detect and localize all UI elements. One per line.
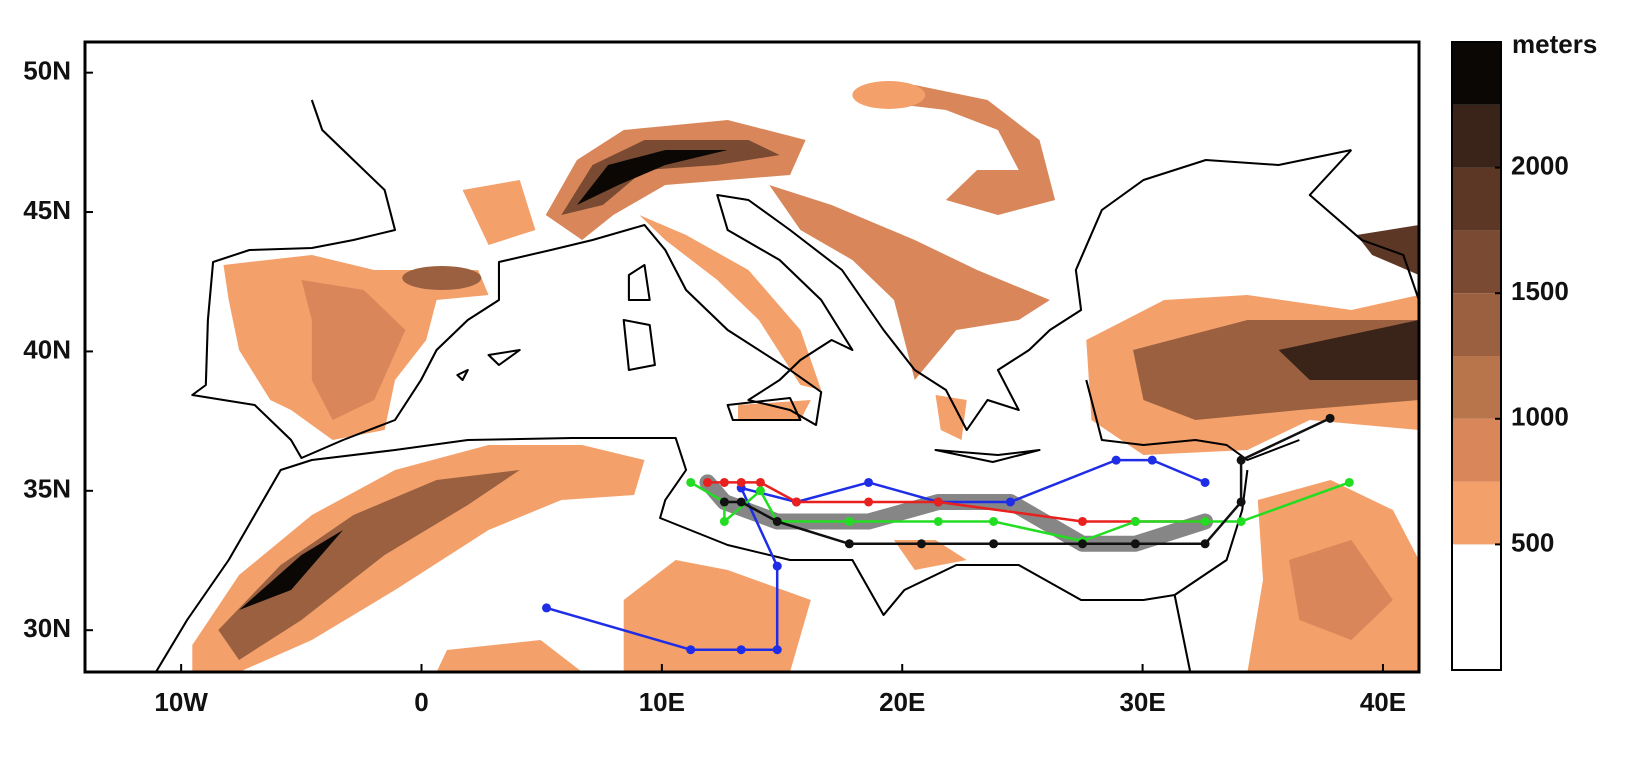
track-point xyxy=(772,645,782,655)
track-point xyxy=(772,561,782,571)
colorbar-tick-label: 1000 xyxy=(1511,402,1569,432)
mean-track-band xyxy=(699,474,1214,552)
x-tick-label: 40E xyxy=(1360,687,1406,717)
track-point xyxy=(1130,516,1140,526)
track-line xyxy=(706,481,1207,523)
x-tick-label: 10W xyxy=(154,687,208,717)
track-point xyxy=(1236,455,1246,465)
y-tick-label: 50N xyxy=(23,56,71,86)
track-point xyxy=(772,516,782,526)
track-point xyxy=(1325,413,1335,423)
track-point xyxy=(1005,497,1015,507)
colorbar-tick-label: 1500 xyxy=(1511,276,1569,306)
track-point xyxy=(1200,539,1210,549)
track-line xyxy=(723,417,1332,546)
x-tick-label: 30E xyxy=(1119,687,1165,717)
track-point xyxy=(1200,477,1210,487)
x-tick-label: 20E xyxy=(879,687,925,717)
track-point xyxy=(736,645,746,655)
track-point xyxy=(1147,455,1157,465)
track-point xyxy=(1200,516,1210,526)
track-point xyxy=(719,477,729,487)
track-point xyxy=(844,516,854,526)
map-frame xyxy=(83,40,1421,674)
terrain-layer xyxy=(155,81,1419,672)
track-point xyxy=(864,477,874,487)
colorbar-frame xyxy=(1451,41,1502,671)
track-point xyxy=(1236,516,1246,526)
colorbar-box xyxy=(1452,293,1501,356)
track-point xyxy=(864,497,874,507)
track-point xyxy=(719,516,729,526)
colorbar-label: meters xyxy=(1512,29,1597,59)
colorbar-box xyxy=(1452,418,1501,482)
track-point xyxy=(541,603,551,613)
track-point xyxy=(791,497,801,507)
track-point xyxy=(1077,516,1087,526)
track-point xyxy=(1111,455,1121,465)
track-point xyxy=(703,477,713,487)
track-point xyxy=(989,539,999,549)
colorbar-tick-label: 500 xyxy=(1511,527,1554,557)
track-point xyxy=(686,477,696,487)
terrain xyxy=(192,81,1419,672)
track-point xyxy=(989,516,999,526)
coastline xyxy=(155,99,1419,672)
colorbar-box xyxy=(1452,104,1501,168)
track-point xyxy=(844,539,854,549)
track-point xyxy=(933,516,943,526)
track-point xyxy=(736,497,746,507)
track-point xyxy=(755,486,765,496)
colorbar-box xyxy=(1452,481,1501,545)
colorbar-box xyxy=(1452,42,1501,105)
y-tick-label: 45N xyxy=(23,195,71,225)
track-point xyxy=(755,477,765,487)
colorbar-tick-label: 2000 xyxy=(1511,150,1569,180)
track-point xyxy=(736,477,746,487)
colorbar-box xyxy=(1452,544,1501,670)
y-tick-label: 40N xyxy=(23,334,71,364)
colorbar-box xyxy=(1452,230,1501,294)
track-point xyxy=(933,497,943,507)
y-tick-label: 35N xyxy=(23,474,71,504)
x-tick-label: 10E xyxy=(639,687,685,717)
track-point xyxy=(916,539,926,549)
colorbar-box xyxy=(1452,356,1501,419)
track-point xyxy=(1077,539,1087,549)
track-point xyxy=(1344,477,1354,487)
track-point xyxy=(1130,539,1140,549)
colorbar-box xyxy=(1452,167,1501,231)
track-point xyxy=(1236,497,1246,507)
track-point xyxy=(719,497,729,507)
track-point xyxy=(686,645,696,655)
x-tick-label: 0 xyxy=(414,687,428,717)
y-tick-label: 30N xyxy=(23,613,71,643)
